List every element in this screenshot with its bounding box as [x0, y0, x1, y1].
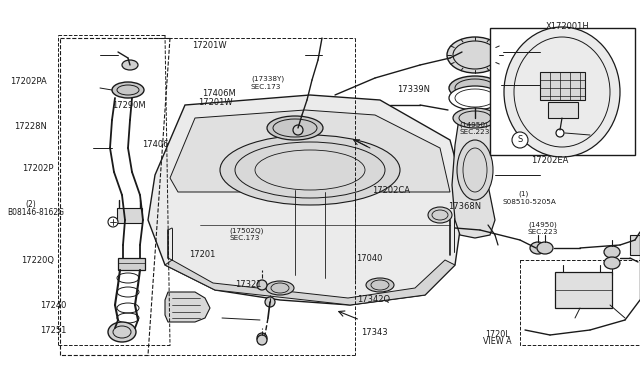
Ellipse shape [447, 37, 503, 73]
Ellipse shape [108, 322, 136, 342]
Text: 17201W: 17201W [192, 41, 227, 50]
Text: 17339N: 17339N [397, 85, 430, 94]
Circle shape [257, 335, 267, 345]
Text: 17040: 17040 [356, 254, 382, 263]
Bar [520, 260, 640, 345]
Ellipse shape [604, 257, 620, 269]
Text: 17406M: 17406M [202, 89, 236, 98]
Text: 17321: 17321 [235, 280, 261, 289]
Ellipse shape [537, 242, 553, 254]
Circle shape [257, 280, 267, 290]
Ellipse shape [453, 108, 497, 128]
Bar [490, 28, 635, 155]
Text: 17228N: 17228N [14, 122, 47, 131]
Circle shape [293, 125, 303, 135]
Polygon shape [148, 95, 465, 305]
Text: 17251: 17251 [40, 326, 66, 335]
Text: (17502Q): (17502Q) [229, 228, 264, 234]
Ellipse shape [220, 135, 400, 205]
Text: 17202EA: 17202EA [531, 156, 568, 165]
Text: VIEW A: VIEW A [483, 337, 512, 346]
Ellipse shape [604, 246, 620, 258]
Polygon shape [170, 110, 450, 192]
Text: 17343: 17343 [361, 328, 388, 337]
Ellipse shape [428, 207, 452, 223]
Circle shape [265, 297, 275, 307]
Bar [548, 102, 578, 118]
Text: SEC.173: SEC.173 [229, 235, 259, 241]
Text: 17368N: 17368N [448, 202, 481, 211]
Text: B08146-8162G: B08146-8162G [8, 208, 65, 217]
Text: SEC.223: SEC.223 [460, 129, 490, 135]
Ellipse shape [457, 140, 493, 200]
Text: 17201W: 17201W [198, 98, 233, 107]
Ellipse shape [449, 86, 501, 110]
Text: 17240: 17240 [40, 301, 66, 310]
Text: (14950): (14950) [528, 221, 557, 228]
Bar [540, 72, 585, 100]
Bar [117, 208, 142, 223]
Bar [555, 272, 612, 308]
Ellipse shape [122, 60, 138, 70]
Ellipse shape [366, 278, 394, 292]
Text: 17342Q: 17342Q [357, 295, 390, 304]
Text: (1): (1) [518, 191, 529, 198]
Polygon shape [452, 108, 495, 238]
Ellipse shape [530, 242, 546, 254]
Text: (14950): (14950) [460, 122, 488, 128]
Polygon shape [165, 260, 455, 305]
Text: 17220Q: 17220Q [21, 256, 54, 265]
Text: SEC.223: SEC.223 [528, 229, 558, 235]
Ellipse shape [266, 281, 294, 295]
Circle shape [512, 132, 528, 148]
Circle shape [257, 333, 267, 343]
Polygon shape [165, 292, 210, 322]
Ellipse shape [504, 27, 620, 157]
Text: 1720L: 1720L [485, 330, 509, 339]
Text: 17201: 17201 [189, 250, 216, 259]
Text: (2): (2) [26, 200, 36, 209]
Text: 17202CA: 17202CA [372, 186, 410, 195]
Circle shape [108, 217, 118, 227]
Bar [118, 258, 145, 270]
Text: 17202P: 17202P [22, 164, 54, 173]
Text: 17406: 17406 [142, 140, 168, 149]
Ellipse shape [267, 116, 323, 140]
Text: 17290M: 17290M [112, 101, 146, 110]
Circle shape [556, 129, 564, 137]
Text: S08510-5205A: S08510-5205A [502, 199, 556, 205]
Ellipse shape [112, 82, 144, 98]
Text: 17202PA: 17202PA [10, 77, 47, 86]
Bar [630, 235, 640, 255]
Ellipse shape [449, 76, 501, 100]
Text: (17338Y): (17338Y) [251, 76, 284, 83]
Text: SEC.173: SEC.173 [251, 84, 281, 90]
Text: X172001H: X172001H [545, 22, 589, 31]
Text: S: S [517, 135, 523, 144]
